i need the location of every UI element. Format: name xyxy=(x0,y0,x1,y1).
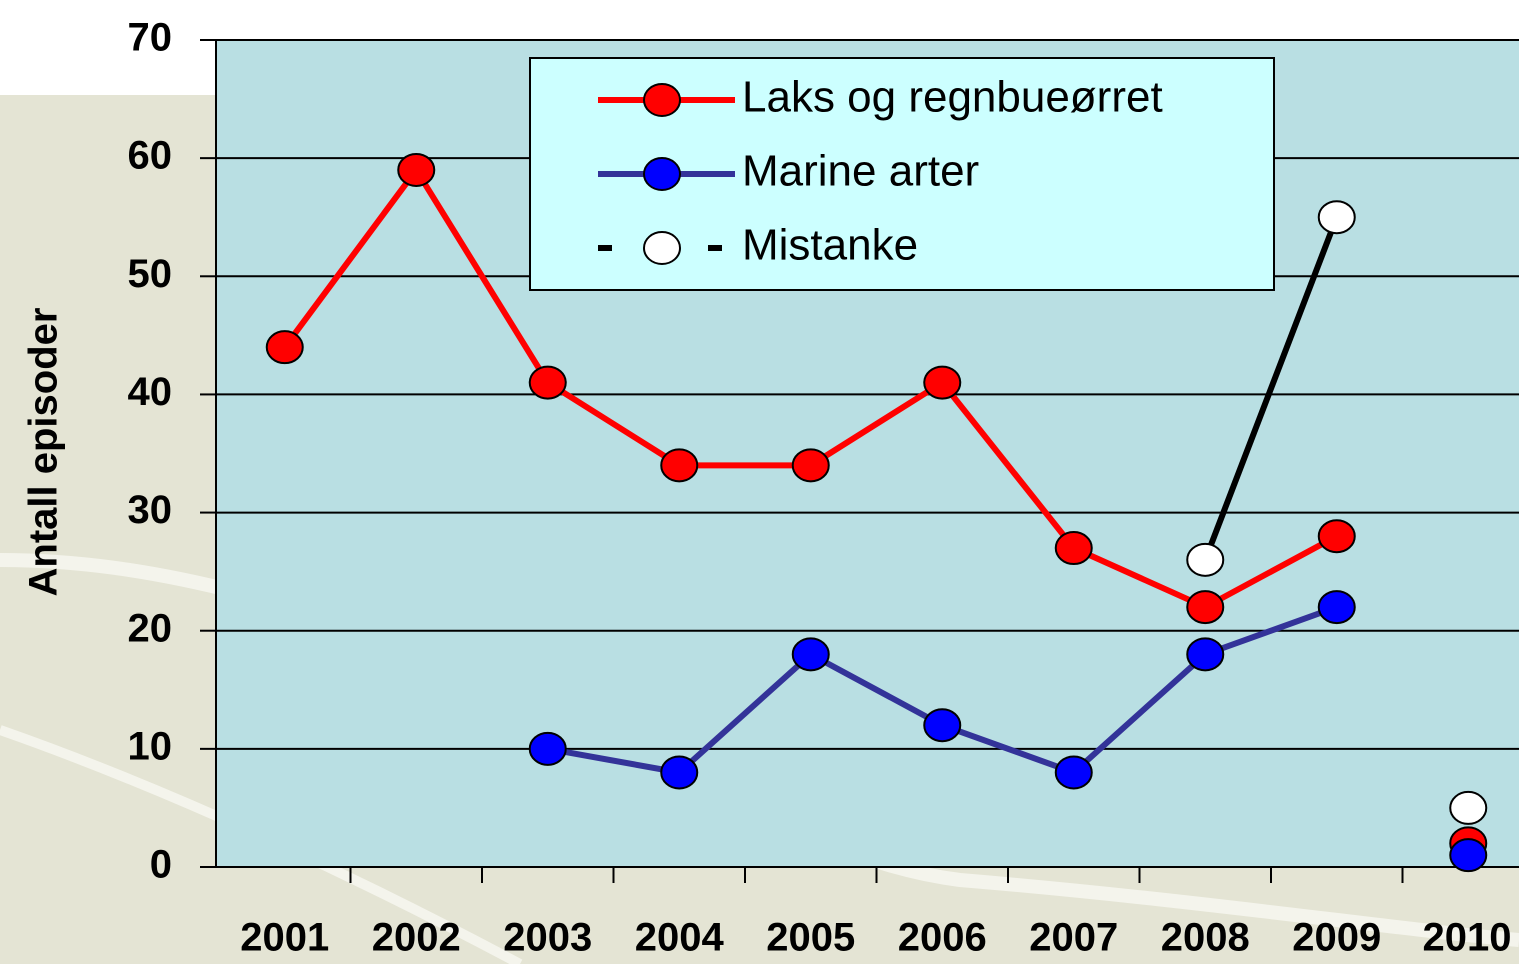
legend-marker xyxy=(644,232,680,264)
x-tick-label: 2001 xyxy=(240,916,329,960)
legend-label: Laks og regnbueørret xyxy=(742,73,1163,122)
data-point xyxy=(1319,591,1355,623)
data-point xyxy=(1056,532,1092,564)
data-point xyxy=(1319,520,1355,552)
data-point xyxy=(793,638,829,670)
data-point xyxy=(924,709,960,741)
data-point xyxy=(530,733,566,765)
x-tick-label: 2002 xyxy=(372,916,461,960)
x-tick-label: 2008 xyxy=(1161,916,1250,960)
legend-label: Marine arter xyxy=(742,147,979,196)
y-tick-label: 50 xyxy=(128,252,173,296)
y-tick-label: 20 xyxy=(128,606,173,650)
data-point xyxy=(1056,756,1092,788)
data-point xyxy=(530,367,566,399)
x-tick-label: 2007 xyxy=(1029,916,1118,960)
legend-marker xyxy=(644,158,680,190)
page: {"chart_data": {"type": "line", "y_label… xyxy=(0,0,1519,964)
x-tick-label: 2004 xyxy=(635,916,725,960)
y-axis-label: Antall episoder xyxy=(22,308,66,597)
chart: Antall episoder 0 10 20 30 40 50 60 70 2001 2002 2… xyxy=(0,0,1519,964)
y-tick-label: 60 xyxy=(128,134,173,178)
data-point xyxy=(661,449,697,481)
x-tick-label: 2003 xyxy=(503,916,592,960)
x-tick-label: 2009 xyxy=(1292,916,1381,960)
data-point xyxy=(793,449,829,481)
legend-marker xyxy=(644,84,680,116)
y-tick-label: 30 xyxy=(128,488,173,532)
data-point xyxy=(661,756,697,788)
data-point xyxy=(1450,792,1486,824)
data-point xyxy=(924,367,960,399)
x-tick-label: 2005 xyxy=(766,916,855,960)
x-tick-label: 2010 xyxy=(1423,916,1512,960)
y-tick-label: 10 xyxy=(128,724,173,768)
y-tick-label: 0 xyxy=(150,843,172,887)
data-point xyxy=(1187,544,1223,576)
y-tick-label: 40 xyxy=(128,370,173,414)
data-point xyxy=(267,331,303,363)
data-point xyxy=(1450,839,1486,871)
data-point xyxy=(1319,201,1355,233)
y-tick-label: 70 xyxy=(128,16,173,60)
x-tick-label: 2006 xyxy=(898,916,987,960)
data-point xyxy=(1187,638,1223,670)
legend-label: Mistanke xyxy=(742,221,918,270)
data-point xyxy=(1187,591,1223,623)
data-point xyxy=(398,154,434,186)
